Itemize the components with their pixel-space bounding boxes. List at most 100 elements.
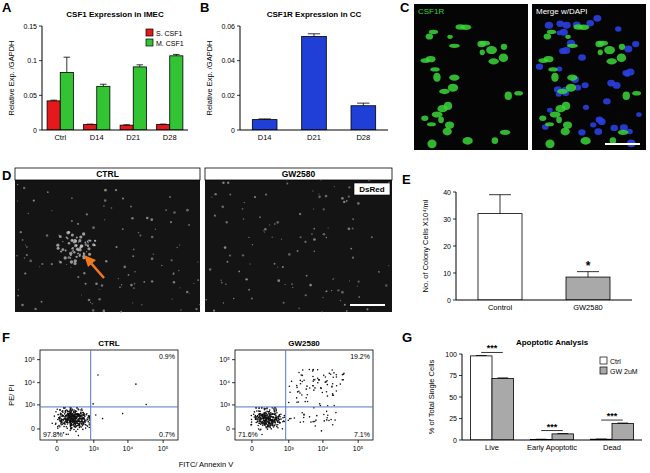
speck (111, 207, 113, 209)
event (319, 379, 321, 381)
event (313, 369, 315, 371)
error-cap (160, 124, 167, 125)
event (273, 422, 275, 424)
cell (477, 41, 486, 47)
event (303, 379, 305, 381)
event (80, 412, 82, 414)
bar (133, 67, 146, 130)
event (64, 411, 66, 413)
event (73, 423, 75, 425)
event (262, 425, 264, 427)
y-tick (232, 382, 235, 383)
event (296, 387, 298, 389)
quadrant-percent: 71.6% (238, 431, 258, 438)
bar (84, 124, 97, 130)
colony (59, 261, 61, 263)
event (271, 421, 273, 423)
speck (171, 259, 173, 261)
speck (41, 301, 43, 303)
event (266, 416, 268, 418)
event (259, 411, 261, 413)
event (76, 413, 78, 415)
speck (186, 291, 188, 293)
event (278, 415, 280, 417)
speck (98, 298, 101, 301)
speck (214, 193, 216, 195)
y-tick (453, 300, 456, 301)
colony (70, 260, 73, 263)
legend-label: M. CSF1 (156, 40, 184, 47)
event (343, 373, 345, 375)
speck (104, 189, 107, 192)
event (266, 424, 268, 426)
cell (551, 73, 558, 82)
event (324, 381, 326, 383)
speck (205, 299, 207, 301)
event (73, 429, 75, 431)
event (102, 418, 104, 420)
error-cap (173, 54, 180, 55)
event (66, 409, 68, 411)
y-tick-label: 0 (226, 425, 230, 432)
x-tick (93, 440, 94, 443)
event (76, 413, 78, 415)
cell (447, 35, 452, 39)
y-tick-label: 10⁵ (219, 356, 230, 363)
nucleus (563, 22, 571, 29)
event (69, 411, 71, 413)
y-tick-label: 20 (443, 243, 451, 250)
speck (195, 308, 197, 310)
speck (128, 274, 130, 276)
legend-label: GW 2uM (610, 368, 638, 375)
event (73, 426, 75, 428)
x-tick-label: 10⁵ (158, 445, 169, 452)
event (255, 418, 257, 420)
cell (563, 121, 572, 128)
event (266, 420, 268, 422)
event (65, 411, 67, 413)
speck (161, 265, 162, 266)
cell (427, 139, 436, 148)
event (67, 421, 69, 423)
quadrant-percent: 97.8% (43, 431, 63, 438)
speck (249, 263, 250, 264)
x-label: FITC/ Annexin V (179, 460, 234, 469)
speck (173, 281, 175, 283)
event (258, 420, 260, 422)
speck (92, 226, 95, 229)
x-tick-label: GW2580 (573, 303, 603, 312)
event (335, 412, 337, 414)
event (80, 411, 82, 413)
speck (115, 246, 117, 248)
event (278, 416, 280, 418)
speck (77, 276, 79, 278)
event (95, 414, 97, 416)
event (60, 421, 62, 423)
nucleus (632, 41, 639, 47)
event (74, 426, 76, 428)
x-tick (288, 440, 289, 443)
speck (173, 273, 175, 275)
colony (74, 259, 77, 262)
event (75, 431, 77, 433)
event (70, 424, 72, 426)
event (274, 411, 276, 413)
event (74, 415, 76, 417)
event (70, 417, 72, 419)
event (321, 430, 323, 432)
event (262, 418, 264, 420)
event (277, 421, 279, 423)
colony (57, 247, 60, 250)
speck (193, 283, 194, 284)
speck (318, 193, 319, 194)
cell (545, 139, 554, 148)
y-tick-label: 10³ (25, 401, 36, 408)
event (88, 424, 90, 426)
event (261, 422, 263, 424)
event (262, 418, 264, 420)
event (274, 409, 276, 411)
event (283, 415, 285, 417)
y-label: Relative Exp. /GAPDH (7, 40, 16, 115)
event (65, 421, 67, 423)
cell (547, 30, 556, 34)
